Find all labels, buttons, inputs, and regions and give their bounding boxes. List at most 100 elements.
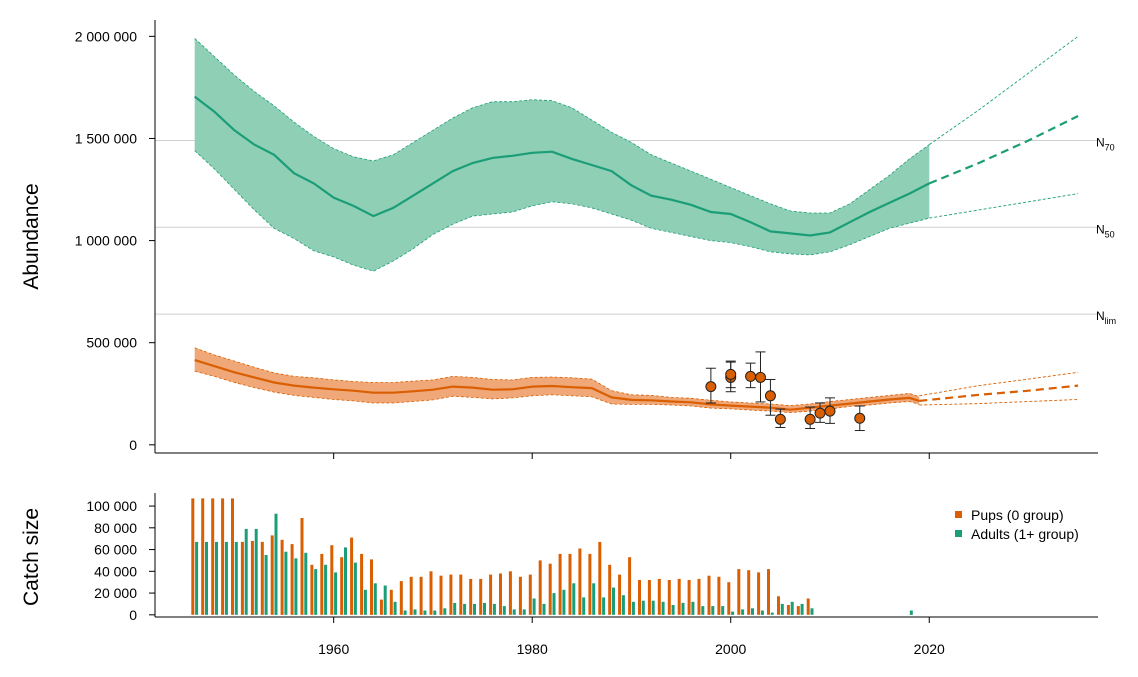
catch-bar: [191, 498, 195, 615]
observation-point: [854, 412, 866, 424]
catch-bar: [443, 608, 447, 615]
catch-bar: [631, 601, 635, 615]
catch-bar: [770, 612, 774, 615]
catch-bar: [274, 513, 278, 615]
catch-bar: [389, 589, 393, 615]
catch-bar: [512, 609, 516, 615]
projection-lower-line: [929, 193, 1079, 219]
catch-bar: [760, 610, 764, 615]
y-tick-label: 1 500 000: [75, 130, 137, 146]
catch-bar: [542, 603, 546, 615]
catch-bar: [701, 606, 705, 615]
catch-bar: [707, 575, 711, 615]
catch-bar: [552, 593, 556, 615]
series-lines: [194, 35, 1079, 411]
y-tick-label: 40 000: [94, 563, 137, 579]
catch-bar: [240, 541, 244, 615]
catch-bar: [360, 553, 364, 615]
projection-lower-line: [919, 399, 1079, 406]
catch-bars: [191, 498, 913, 615]
x-tick-label: 2020: [914, 641, 945, 657]
catch-bar: [324, 564, 328, 615]
catch-bar: [340, 557, 344, 615]
catch-bar: [751, 608, 754, 615]
catch-bar: [741, 609, 745, 615]
catch-bar: [453, 602, 457, 615]
y-tick-label: 0: [129, 437, 137, 453]
catch-bar: [608, 564, 612, 615]
catch-bar: [314, 569, 318, 615]
catch-bar: [433, 610, 437, 615]
catch-bar: [423, 610, 427, 615]
band-lower-edge: [194, 370, 920, 414]
catch-bar: [800, 603, 804, 615]
catch-bar: [304, 552, 308, 615]
catch-bar: [612, 587, 615, 615]
catch-bar: [677, 578, 681, 615]
catch-bar: [618, 574, 622, 615]
catch-bar: [205, 541, 208, 615]
observation-point: [804, 413, 816, 425]
observation-point: [774, 413, 786, 425]
catch-bar: [290, 544, 294, 615]
catch-bar: [747, 570, 751, 615]
projection-upper-line: [929, 35, 1079, 145]
catch-bar: [294, 558, 298, 615]
catch-bar: [403, 610, 407, 615]
catch-bar: [373, 583, 377, 615]
catch-bar: [393, 601, 397, 615]
catch-bar: [588, 553, 592, 615]
reference-label-symbol: N: [1096, 222, 1105, 236]
catch-bar: [790, 601, 794, 615]
projection-mean-line: [928, 115, 1079, 185]
catch-bar: [492, 603, 496, 615]
catch-bar: [598, 541, 602, 615]
catch-bar: [413, 609, 417, 615]
catch-bar: [231, 498, 234, 615]
catch-bar: [211, 498, 215, 615]
reference-label-subscript: 50: [1105, 229, 1115, 239]
observation-point: [745, 370, 757, 382]
y-tick-label: 100 000: [86, 498, 137, 514]
catch-bar: [602, 597, 606, 615]
observations: [705, 351, 866, 432]
catch-bar: [254, 528, 258, 615]
x-tick-label: 1960: [318, 641, 349, 657]
catch-bar: [215, 541, 218, 615]
observation-point: [755, 371, 767, 383]
catch-bar: [449, 574, 453, 615]
reference-label-symbol: N: [1096, 136, 1105, 150]
reference-label: N70: [1096, 136, 1115, 153]
catch-bar: [363, 589, 367, 615]
catch-bar: [429, 571, 433, 615]
catch-bar: [671, 605, 675, 615]
catch-bar: [270, 535, 274, 615]
catch-bar: [518, 576, 522, 615]
catch-bar: [353, 562, 357, 615]
catch-bar: [320, 553, 324, 615]
catch-bar: [508, 571, 512, 615]
catch-bar: [483, 602, 486, 615]
catch-bar: [244, 528, 248, 615]
catch-bar: [469, 578, 473, 615]
catch-bar: [568, 553, 572, 615]
catch-bar: [721, 606, 725, 615]
y-tick-label: 20 000: [94, 585, 137, 601]
catch-bar: [657, 578, 661, 615]
catch-bar: [499, 573, 502, 615]
legend-label: Pups (0 group): [971, 507, 1064, 523]
catch-bar: [796, 606, 800, 615]
band-lower-edge: [194, 150, 930, 272]
catch-bar: [502, 606, 506, 615]
catch-bar: [647, 580, 651, 615]
y-tick-label: 0: [129, 607, 137, 623]
catch-bar: [651, 600, 655, 615]
catch-bar: [582, 597, 586, 615]
catch-bar: [195, 541, 199, 615]
catch-bar: [264, 555, 268, 615]
catch-bar: [687, 580, 691, 615]
observation-point: [814, 407, 826, 419]
series-mean-line: [194, 95, 930, 237]
